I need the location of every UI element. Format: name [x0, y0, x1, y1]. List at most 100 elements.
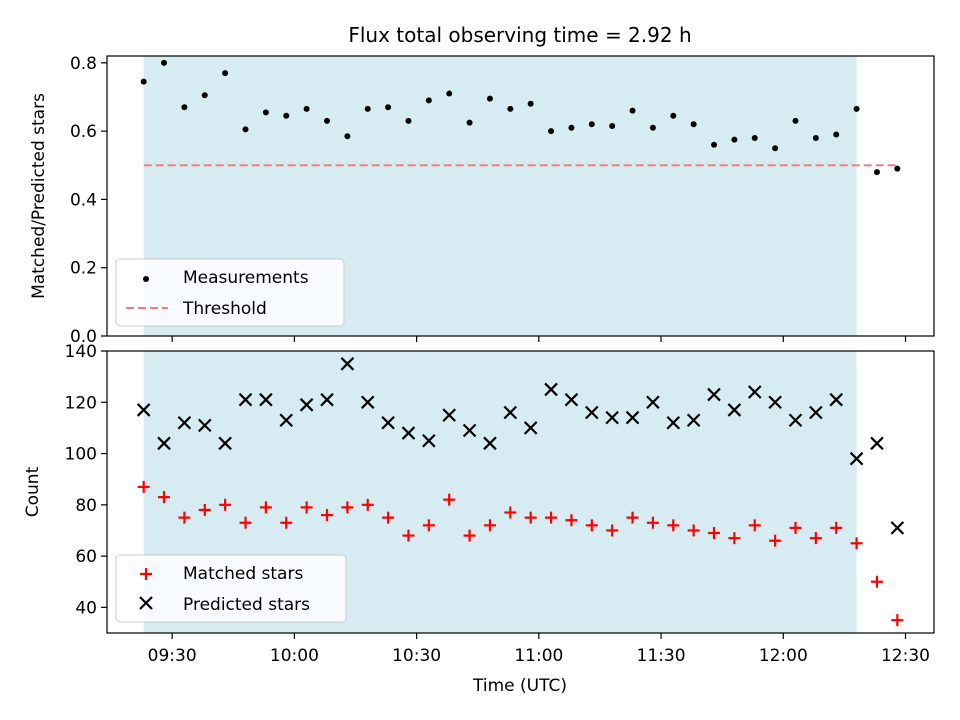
measurement-point	[303, 105, 310, 112]
predicted-stars-point	[544, 382, 558, 397]
measurement-point	[792, 117, 799, 124]
x-axis-label: Time (UTC)	[472, 676, 567, 696]
measurement-point	[446, 90, 453, 97]
predicted-stars-point	[360, 395, 375, 410]
matched-stars-point	[198, 503, 211, 516]
bottom-ytick-label: 120	[65, 393, 97, 413]
matched-stars-point	[667, 519, 680, 532]
predicted-stars-point	[707, 387, 721, 402]
matched-stars-point	[361, 498, 374, 511]
matched-stars-point	[789, 521, 802, 534]
legend-label-threshold: Threshold	[182, 299, 267, 319]
xtick-label: 09:30	[148, 646, 197, 666]
matched-stars-point	[280, 516, 293, 529]
measurement-point	[181, 104, 188, 111]
predicted-stars-point	[462, 423, 477, 438]
bottom-ytick-label: 80	[75, 496, 97, 516]
measurement-point	[629, 107, 636, 114]
measurement-point	[222, 70, 229, 77]
measurement-point	[894, 165, 901, 172]
matched-stars-point	[748, 519, 761, 532]
bottom-ytick-label: 100	[65, 445, 97, 465]
matched-stars-point	[626, 511, 639, 524]
measurement-point	[262, 109, 269, 116]
legend-label-matched: Matched stars	[183, 564, 303, 584]
matched-stars-point	[483, 519, 496, 532]
predicted-stars-point	[299, 398, 314, 412]
measurement-point	[527, 100, 534, 107]
predicted-stars-point	[890, 521, 905, 535]
measurement-point	[283, 112, 290, 119]
predicted-stars-point	[625, 410, 640, 425]
chart-title: Flux total observing time = 2.92 h	[348, 23, 691, 47]
measurement-point	[364, 105, 371, 112]
predicted-stars-point	[442, 408, 456, 422]
predicted-stars-point	[157, 436, 171, 451]
measurement-point	[690, 121, 697, 128]
measurement-point	[385, 104, 392, 111]
bottom-legend-box	[115, 554, 347, 623]
bottom-plot-frame	[106, 350, 935, 634]
measurement-point	[323, 117, 330, 124]
bottom-legend: Matched stars Predicted stars	[115, 554, 347, 623]
measurement-point	[711, 141, 718, 148]
xtick-label: 11:30	[637, 646, 686, 666]
matched-stars-point	[870, 575, 883, 588]
measurement-point	[873, 169, 880, 176]
measurement-point	[609, 123, 616, 129]
measurement-point	[161, 59, 168, 66]
predicted-stars-point	[401, 426, 416, 440]
top-plot-frame	[106, 55, 935, 337]
matched-stars-point	[687, 524, 700, 537]
matched-stars-point	[606, 524, 619, 537]
xtick-label: 11:00	[514, 646, 563, 666]
matched-stars-point	[402, 529, 415, 542]
legend-label-measurements: Measurements	[183, 268, 309, 288]
top-legend-box	[115, 258, 345, 327]
xtick-label: 10:30	[392, 646, 441, 666]
predicted-stars-point	[747, 385, 762, 399]
matched-stars-point	[382, 511, 395, 524]
predicted-stars-point	[646, 395, 660, 410]
predicted-stars-point	[585, 405, 599, 420]
xtick-label: 10:00	[270, 646, 319, 666]
top-ytick-label: 0.0	[70, 327, 97, 347]
measurement-point	[548, 128, 555, 135]
predicted-stars-point	[259, 392, 273, 407]
predicted-stars-point	[320, 392, 334, 407]
predicted-stars-point	[422, 433, 436, 448]
bottom-ytick-label: 40	[75, 598, 97, 618]
legend-marker-matched	[140, 568, 152, 580]
matched-stars-point	[259, 501, 272, 514]
predicted-stars-point	[829, 392, 844, 407]
top-ytick-label: 0.2	[70, 259, 97, 279]
measurement-point	[486, 95, 493, 102]
top-ytick-label: 0.4	[70, 190, 97, 210]
matched-stars-point	[137, 480, 150, 493]
top-y-axis-label: Matched/Predicted stars	[29, 93, 49, 299]
xtick-label: 12:30	[881, 646, 930, 666]
matched-stars-point	[850, 537, 863, 550]
predicted-stars-point	[238, 392, 253, 407]
measurement-point	[405, 117, 412, 124]
matched-stars-point	[158, 491, 171, 504]
xtick-label: 12:00	[759, 646, 808, 666]
matched-stars-point	[830, 521, 843, 534]
legend-label-predicted: Predicted stars	[183, 595, 310, 615]
matched-stars-point	[728, 532, 741, 545]
predicted-stars-point	[177, 416, 192, 430]
measurement-point	[772, 145, 779, 152]
predicted-stars-point	[483, 436, 497, 451]
measurement-point	[140, 78, 147, 85]
measurement-point	[466, 119, 473, 126]
matched-stars-point	[239, 516, 252, 529]
matched-stars-point	[341, 501, 354, 514]
predicted-stars-point	[136, 403, 151, 417]
legend-marker-predicted	[139, 596, 153, 610]
matched-stars-point	[646, 516, 659, 529]
predicted-stars-point	[503, 405, 518, 420]
matched-stars-point	[504, 506, 517, 519]
bottom-ytick-label: 60	[75, 547, 97, 567]
predicted-stars-point	[279, 413, 294, 427]
measurement-point	[731, 136, 738, 143]
